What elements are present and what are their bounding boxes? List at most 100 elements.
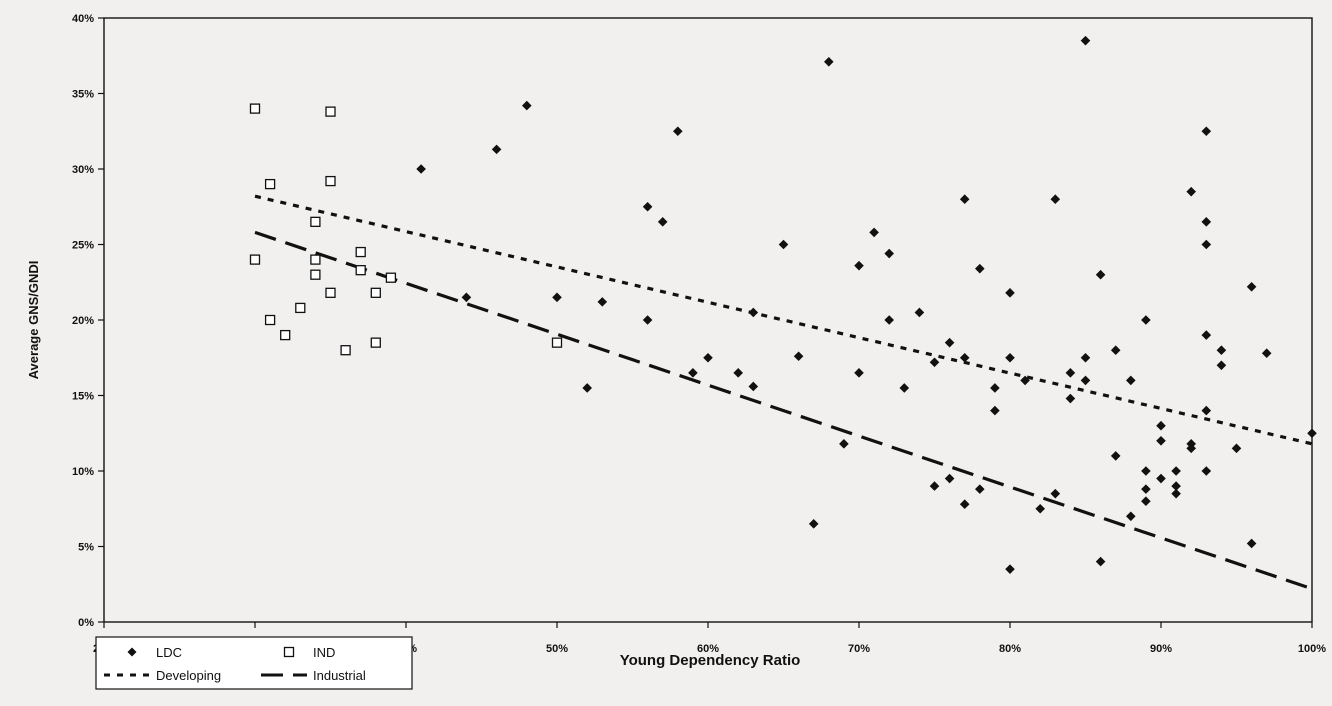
- point-ind: [355, 265, 366, 276]
- legend-key-ind: [283, 646, 295, 658]
- point-ldc: [1005, 288, 1015, 298]
- y-axis-title: Average GNS/GNDI: [26, 261, 41, 380]
- point-ldc: [914, 307, 925, 318]
- point-ldc: [793, 351, 804, 362]
- point-ldc: [929, 357, 940, 368]
- point-ldc: [975, 484, 985, 494]
- point-ind: [551, 337, 563, 348]
- legend-box: [95, 636, 413, 690]
- point-ldc: [1005, 564, 1015, 574]
- point-ind: [249, 103, 261, 114]
- point-ldc: [1156, 436, 1166, 446]
- point-ldc: [869, 227, 879, 238]
- y-tick-label: 5%: [78, 542, 94, 554]
- point-ldc: [1065, 368, 1076, 378]
- point-ldc: [688, 368, 698, 378]
- legend-label: LDC: [156, 645, 182, 660]
- trendline-developing: [254, 194, 1313, 446]
- point-ldc: [1186, 186, 1196, 197]
- point-ldc: [1231, 443, 1242, 454]
- point-ldc: [1201, 126, 1212, 137]
- point-ldc: [854, 260, 864, 271]
- point-ldc: [1110, 451, 1121, 461]
- point-ldc: [1246, 281, 1257, 292]
- point-ldc: [1126, 375, 1136, 386]
- point-ind: [385, 272, 397, 283]
- point-ldc: [854, 368, 864, 378]
- point-ldc: [1201, 217, 1212, 227]
- legend-label: Industrial: [313, 668, 366, 683]
- point-ldc: [748, 381, 759, 392]
- y-tick-label: 30%: [72, 164, 94, 176]
- point-ldc: [990, 405, 1000, 416]
- y-tick-label: 10%: [72, 466, 94, 478]
- trendline-industrial: [254, 230, 1313, 591]
- point-ldc: [824, 56, 834, 67]
- point-ind: [370, 337, 381, 348]
- point-ldc: [597, 297, 608, 307]
- point-ldc: [990, 383, 1000, 393]
- point-ldc: [642, 315, 653, 325]
- point-ind: [264, 178, 276, 190]
- point-ldc: [1171, 488, 1181, 499]
- point-ind: [310, 216, 321, 228]
- point-ind: [325, 106, 336, 117]
- point-ldc: [733, 368, 743, 378]
- point-ldc: [959, 499, 970, 510]
- point-ldc: [657, 217, 668, 227]
- point-ldc: [1065, 393, 1076, 404]
- point-ldc: [673, 126, 683, 137]
- point-ldc: [1186, 439, 1196, 449]
- point-ldc: [1110, 345, 1121, 355]
- y-tick-label: 20%: [72, 315, 94, 327]
- point-ldc: [1307, 428, 1317, 439]
- point-ind: [325, 287, 336, 298]
- point-ldc: [1156, 473, 1166, 484]
- point-ind: [325, 175, 336, 187]
- point-ldc: [703, 352, 713, 363]
- point-ldc: [748, 307, 759, 318]
- point-ind: [310, 269, 321, 280]
- point-ldc: [1141, 496, 1151, 506]
- point-ldc: [416, 164, 426, 174]
- point-ldc: [1141, 466, 1151, 476]
- point-ldc: [1080, 375, 1091, 386]
- y-tick-label: 35%: [72, 89, 94, 101]
- point-ind: [295, 302, 306, 314]
- point-ldc: [1216, 345, 1227, 355]
- x-axis-title: Young Dependency Ratio: [620, 652, 801, 669]
- point-ldc: [839, 439, 849, 449]
- point-ldc: [1035, 503, 1045, 514]
- legend-label: Developing: [156, 668, 221, 683]
- plot-frame: [103, 17, 1313, 623]
- point-ind: [370, 287, 381, 298]
- point-ldc: [582, 383, 592, 393]
- point-ldc: [884, 315, 894, 325]
- point-ldc: [944, 337, 955, 348]
- point-ldc: [808, 519, 819, 529]
- point-ldc: [1201, 405, 1212, 416]
- point-ldc: [1050, 194, 1061, 204]
- x-tick-label: 50%: [546, 643, 568, 655]
- point-ldc: [778, 239, 789, 250]
- point-ind: [355, 246, 366, 258]
- point-ldc: [929, 481, 940, 491]
- point-ldc: [959, 352, 970, 363]
- point-ldc: [1201, 239, 1212, 250]
- y-tick-label: 40%: [72, 13, 94, 25]
- point-ldc: [1141, 484, 1151, 494]
- point-ldc: [1095, 269, 1106, 280]
- point-ldc: [1171, 466, 1181, 476]
- point-ldc: [1171, 481, 1181, 491]
- point-ldc: [552, 292, 562, 303]
- point-ldc: [1126, 511, 1136, 522]
- point-ldc: [899, 383, 910, 393]
- point-ldc: [959, 194, 970, 204]
- point-ldc: [1261, 348, 1272, 359]
- x-tick-label: 90%: [1150, 643, 1172, 655]
- point-ind: [249, 254, 261, 265]
- y-tick-label: 15%: [72, 391, 94, 403]
- y-tick-label: 25%: [72, 240, 94, 252]
- point-ldc: [1141, 315, 1151, 325]
